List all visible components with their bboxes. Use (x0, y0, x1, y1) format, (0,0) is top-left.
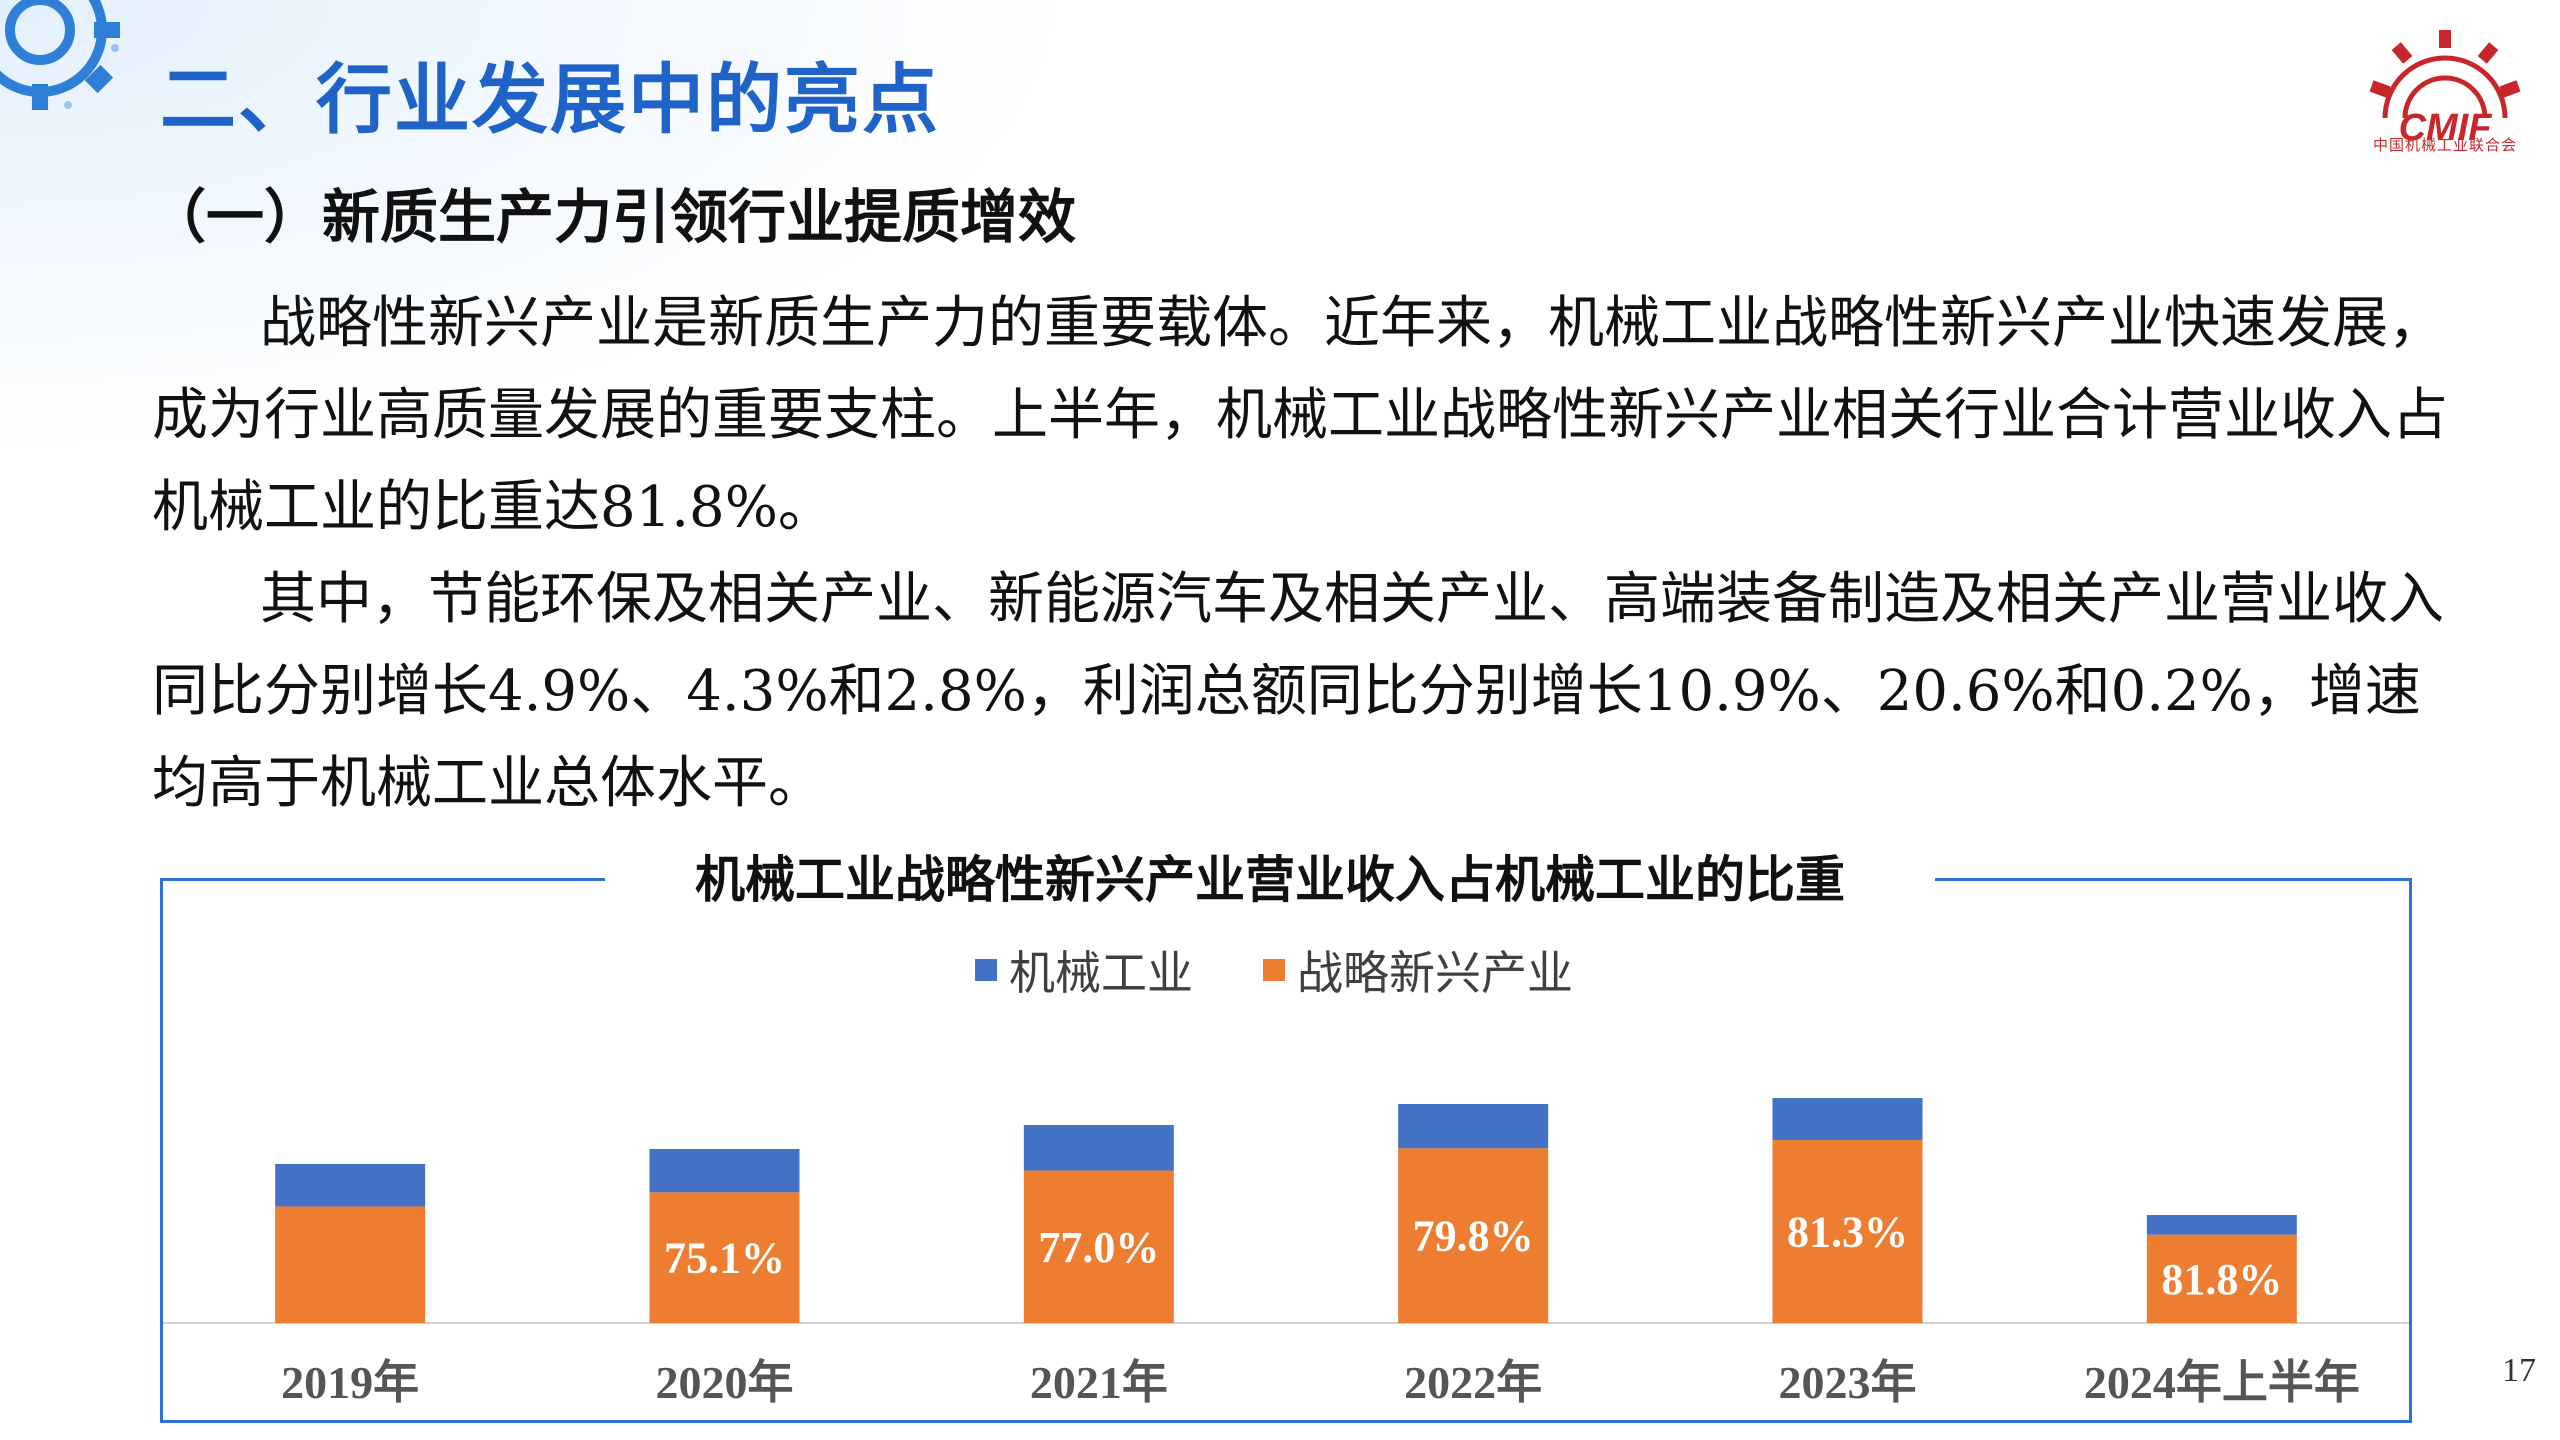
legend-label-machinery: 机械工业 (1009, 946, 1193, 1000)
x-tick-label-2: 2021年 (1030, 1357, 1168, 1408)
logo-text: CMIF (2399, 107, 2494, 149)
data-label-3: 79.8% (1413, 1212, 1534, 1261)
bar-strategic-5 (2146, 1234, 2297, 1323)
slide-title: 二、行业发展中的亮点 (160, 55, 940, 144)
legend-item-strategic: 战略新兴产业 (1263, 937, 1573, 1003)
x-tick-label-5: 2024年上半年 (2084, 1357, 2360, 1408)
bar-machinery-3 (1398, 1104, 1549, 1149)
bar-machinery-5 (2146, 1215, 2297, 1235)
bar-machinery-2 (1023, 1125, 1174, 1171)
paragraph-2: 其中，节能环保及相关产业、新能源汽车及相关产业、高端装备制造及相关产业营业收入同… (152, 567, 2444, 816)
body-text: 战略性新兴产业是新质生产力的重要载体。近年来，机械工业战略性新兴产业快速发展，成… (152, 278, 2462, 830)
bar-strategic-1 (649, 1192, 800, 1323)
chart-title: 机械工业战略性新兴产业营业收入占机械工业的比重 (605, 850, 1935, 910)
section-subtitle: （一）新质生产力引领行业提质增效 (148, 183, 1077, 251)
data-label-1: 75.1% (664, 1234, 785, 1283)
legend-item-machinery: 机械工业 (975, 937, 1193, 1003)
x-tick-label-3: 2022年 (1404, 1357, 1542, 1408)
paragraph-1: 战略性新兴产业是新质生产力的重要载体。近年来，机械工业战略性新兴产业快速发展，成… (152, 291, 2448, 540)
page-number: 17 (2502, 1352, 2536, 1389)
bar-strategic-4 (1772, 1140, 1923, 1323)
x-tick-label-4: 2023年 (1779, 1357, 1917, 1408)
data-label-2: 77.0% (1038, 1223, 1159, 1272)
x-tick-label-0: 2019年 (281, 1357, 419, 1408)
bar-strategic-2 (1023, 1170, 1174, 1323)
legend-swatch-strategic (1263, 959, 1285, 981)
gear-decoration-icon (0, 0, 120, 110)
bar-strategic-0 (275, 1206, 426, 1323)
bar-machinery-4 (1772, 1098, 1923, 1141)
bar-machinery-1 (649, 1149, 800, 1193)
legend-label-strategic: 战略新兴产业 (1297, 946, 1573, 1000)
bar-machinery-0 (275, 1164, 426, 1207)
x-tick-label-1: 2020年 (656, 1357, 794, 1408)
stacked-bar-chart: 2019年 75.1% 2020年 77.0% 2021年 79.8% 2022年 81.3%… (163, 1098, 2409, 1408)
data-label-4: 81.3% (1787, 1208, 1908, 1257)
bar-strategic-3 (1398, 1148, 1549, 1323)
chart-legend: 机械工业 战略新兴产业 (975, 940, 1573, 1000)
legend-swatch-machinery (975, 959, 997, 981)
logo-caption: 中国机械工业联合会 (2372, 136, 2517, 154)
chart-frame (160, 878, 2412, 1423)
data-label-5: 81.8% (2161, 1255, 2282, 1304)
cmif-logo-icon: CMIF (2369, 30, 2521, 149)
